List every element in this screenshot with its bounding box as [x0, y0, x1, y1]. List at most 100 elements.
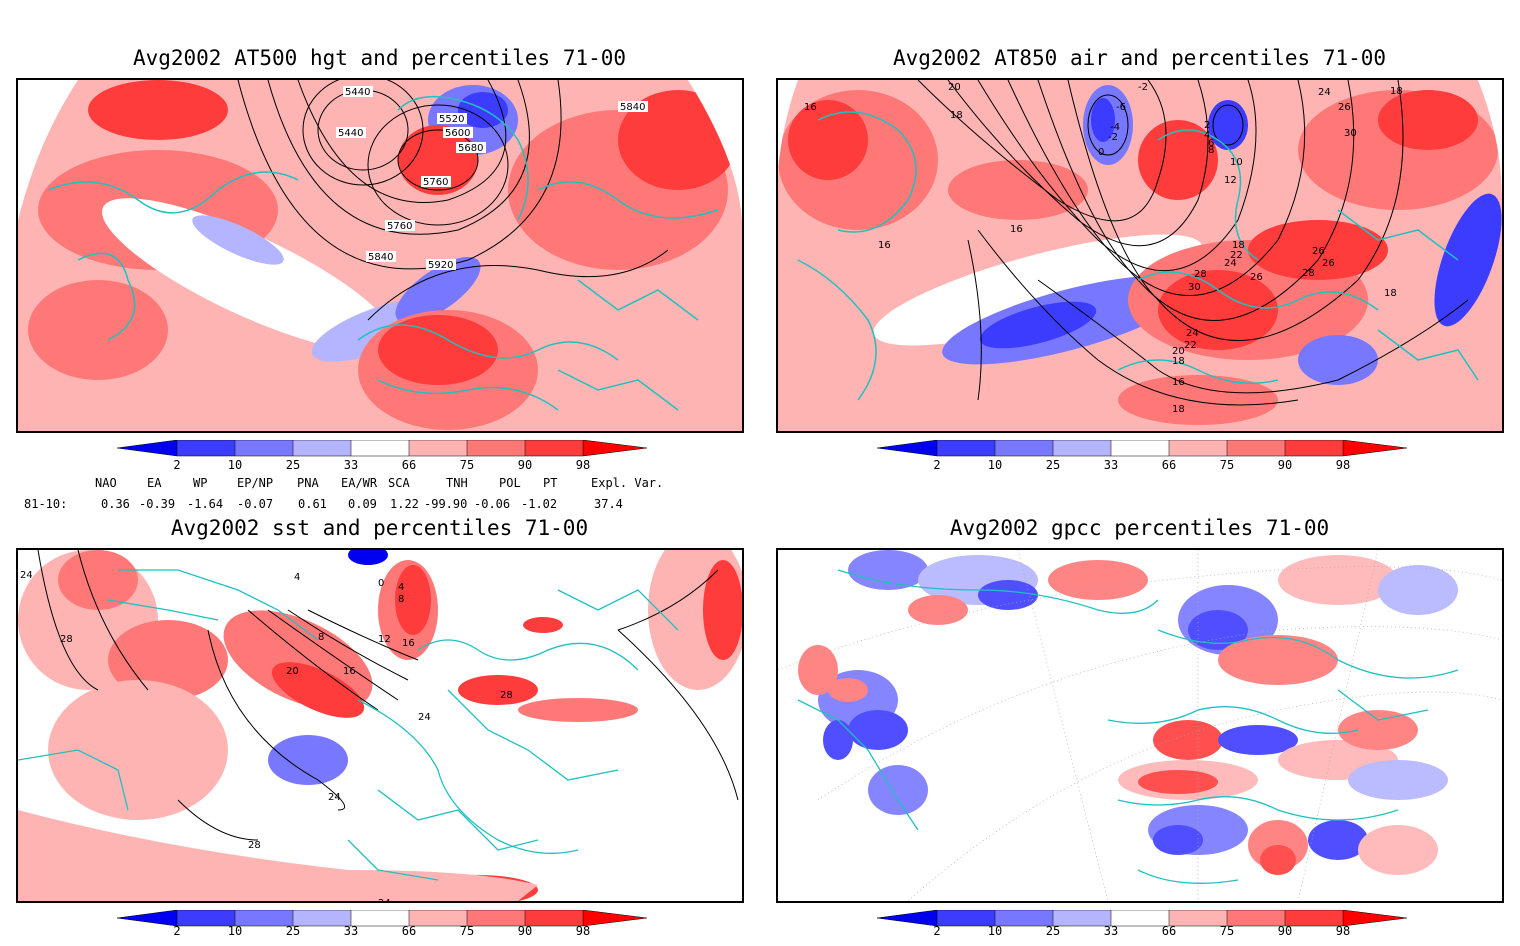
svg-text:5840: 5840	[368, 252, 393, 263]
panel-title-2: Avg2002 AT850 air and percentiles 71-00	[892, 46, 1387, 70]
colorbar-tick: 66	[1161, 458, 1177, 472]
svg-text:28: 28	[1194, 269, 1207, 280]
colorbar-tick: 90	[517, 458, 533, 472]
colorbar-tick: 10	[987, 924, 1003, 938]
svg-text:30: 30	[1188, 282, 1201, 293]
colorbar-tick: 25	[285, 458, 301, 472]
svg-text:24: 24	[20, 570, 33, 581]
index-header: PT	[543, 476, 558, 490]
colorbar-tick: 98	[1335, 924, 1351, 938]
colorbar-tick: 66	[1161, 924, 1177, 938]
index-value: -1.02	[521, 497, 558, 511]
colorbar-tick: 66	[401, 458, 417, 472]
svg-text:12: 12	[378, 634, 391, 645]
index-value: 0.36	[101, 497, 130, 511]
svg-text:18: 18	[950, 110, 963, 121]
colorbar-tick: 75	[459, 458, 475, 472]
svg-text:5440: 5440	[338, 128, 363, 139]
index-header: TNH	[446, 476, 468, 490]
colorbar-tick: 25	[1045, 924, 1061, 938]
svg-text:24: 24	[378, 898, 391, 901]
svg-text:30: 30	[1344, 128, 1357, 139]
index-value: -0.39	[139, 497, 176, 511]
svg-text:8: 8	[318, 632, 324, 643]
colorbar-tick: 66	[401, 924, 417, 938]
map-gpcc-svg	[778, 550, 1502, 901]
svg-text:5840: 5840	[620, 102, 645, 113]
colorbar-tick: 98	[1335, 458, 1351, 472]
svg-text:0: 0	[1098, 147, 1104, 158]
svg-text:-6: -6	[1116, 102, 1126, 113]
svg-text:4: 4	[1204, 130, 1210, 141]
colorbar-tick: 90	[1277, 924, 1293, 938]
colorbar-tick: 33	[1103, 924, 1119, 938]
colorbar-tick: 33	[343, 458, 359, 472]
index-header: EA/WR	[341, 476, 378, 490]
svg-text:26: 26	[1338, 102, 1351, 113]
svg-text:5600: 5600	[445, 128, 470, 139]
svg-text:-2: -2	[1138, 82, 1148, 93]
map-panel-hgt500: 5440 5440 5520 5600 5680 5760 5760 5840 …	[16, 78, 744, 433]
panel-title-1: Avg2002 AT500 hgt and percentiles 71-00	[132, 46, 627, 70]
svg-text:16: 16	[1010, 224, 1023, 235]
svg-text:8: 8	[398, 594, 404, 605]
colorbar-tick: 98	[575, 458, 591, 472]
index-value: 1.22	[390, 497, 419, 511]
colorbar-tick: 33	[343, 924, 359, 938]
svg-text:5520: 5520	[439, 114, 464, 125]
svg-text:24: 24	[1186, 328, 1199, 339]
svg-text:16: 16	[878, 240, 891, 251]
svg-text:20: 20	[286, 666, 299, 677]
svg-text:24: 24	[1318, 87, 1331, 98]
panel-title-3: Avg2002 sst and percentiles 71-00	[170, 516, 589, 540]
svg-text:28: 28	[1302, 268, 1315, 279]
svg-text:18: 18	[1172, 404, 1185, 415]
colorbar-tick: 75	[1219, 458, 1235, 472]
colorbar-tick: 10	[227, 458, 243, 472]
index-header: NAO	[95, 476, 117, 490]
svg-text:24: 24	[1224, 258, 1237, 269]
colorbar-panel-2: 2 10 25 33 66 75 90 98	[877, 440, 1407, 476]
svg-text:20: 20	[948, 82, 961, 93]
map-panel-gpcc	[776, 548, 1504, 903]
svg-text:20: 20	[1172, 346, 1185, 357]
colorbar-1-svg	[117, 440, 647, 457]
svg-text:5920: 5920	[428, 260, 453, 271]
svg-text:26: 26	[1312, 246, 1325, 257]
svg-text:2: 2	[1204, 120, 1210, 131]
svg-text:24: 24	[328, 792, 341, 803]
index-value: 0.09	[348, 497, 377, 511]
colorbar-3-svg	[117, 910, 647, 927]
svg-text:26: 26	[1322, 258, 1335, 269]
colorbar-tick: 75	[459, 924, 475, 938]
colorbar-panel-1: 2 10 25 33 66 75 90 98	[117, 440, 647, 476]
colorbar-tick: 25	[1045, 458, 1061, 472]
colorbar-tick: 2	[933, 458, 941, 472]
map-sst-svg: 24 28 0 4 8 4 8 12 16 20 16 24 28 24 28 …	[18, 550, 742, 901]
svg-text:16: 16	[804, 102, 817, 113]
index-header: EA	[147, 476, 162, 490]
colorbar-tick: 90	[517, 924, 533, 938]
svg-text:18: 18	[1232, 240, 1245, 251]
svg-text:24: 24	[418, 712, 431, 723]
svg-text:4: 4	[294, 572, 300, 583]
colorbar-tick: 98	[575, 924, 591, 938]
index-header: PNA	[297, 476, 319, 490]
index-value: -99.90	[424, 497, 468, 511]
colorbar-tick: 10	[987, 458, 1003, 472]
svg-text:18: 18	[1384, 288, 1397, 299]
index-value: -0.07	[237, 497, 274, 511]
colorbar-tick: 25	[285, 924, 301, 938]
index-value: 37.4	[594, 497, 623, 511]
svg-text:18: 18	[1390, 86, 1403, 97]
colorbar-panel-4: 2 10 25 33 66 75 90 98	[877, 910, 1407, 946]
map-hgt500-svg: 5440 5440 5520 5600 5680 5760 5760 5840 …	[18, 80, 742, 431]
svg-text:16: 16	[343, 666, 356, 677]
svg-text:28: 28	[500, 690, 513, 701]
index-header: POL	[499, 476, 521, 490]
index-value: 0.61	[298, 497, 327, 511]
svg-text:6: 6	[1208, 138, 1214, 149]
colorbar-tick: 33	[1103, 458, 1119, 472]
colorbar-tick: 10	[227, 924, 243, 938]
index-header: Expl. Var.	[591, 476, 664, 490]
